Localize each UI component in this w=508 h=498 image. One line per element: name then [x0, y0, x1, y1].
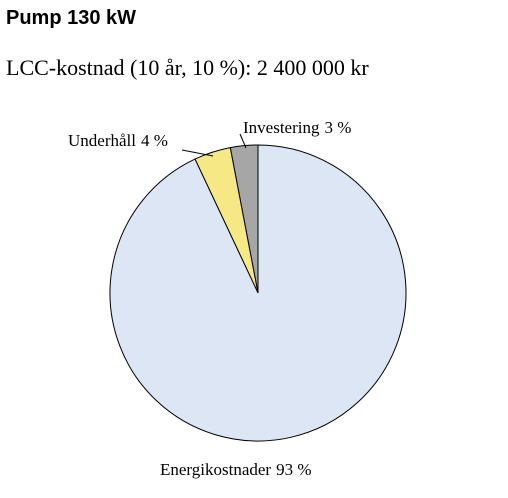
slice-label: Underhåll 4 %	[68, 131, 168, 150]
value-label: 93 %	[276, 460, 311, 479]
value-label: 4 %	[141, 131, 168, 150]
category-label: Investering	[243, 118, 320, 137]
leader-line	[239, 133, 247, 149]
slice-label: Energikostnader 93 %	[160, 460, 312, 479]
leader-line	[181, 149, 214, 157]
category-label: Underhåll	[68, 131, 136, 150]
chart-title: Pump 130 kW	[6, 7, 136, 29]
slice-label: Investering 3 %	[243, 118, 351, 137]
value-label: 3 %	[324, 118, 351, 137]
pie	[109, 144, 407, 442]
pie-slice	[109, 144, 407, 442]
chart-subtitle: LCC-kostnad (10 år, 10 %): 2 400 000 kr	[6, 55, 369, 80]
category-label: Energikostnader	[160, 460, 271, 479]
